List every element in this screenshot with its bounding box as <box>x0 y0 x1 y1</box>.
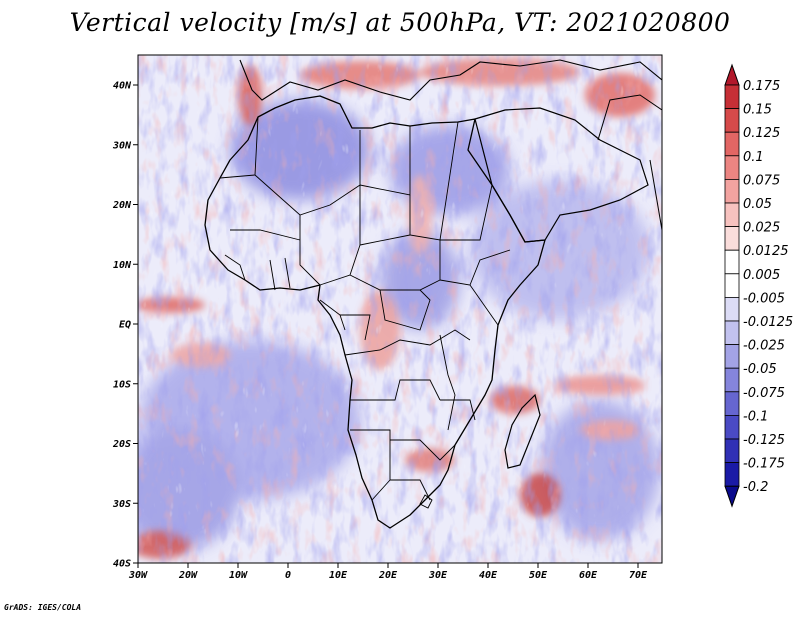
colorbar-label: -0.0125 <box>743 315 793 330</box>
colorbar-bin <box>724 296 740 322</box>
colorbar-label: -0.125 <box>743 433 785 448</box>
colorbar-label: -0.175 <box>743 457 785 472</box>
colorbar-label: -0.1 <box>743 409 768 424</box>
colorbar-label: 0.1 <box>743 150 764 165</box>
colorbar-label: -0.05 <box>743 362 777 377</box>
lat-label: EQ <box>119 320 131 331</box>
colorbar-bin <box>724 462 740 487</box>
grads-credit: GrADS: IGES/COLA <box>4 603 82 612</box>
map-frame <box>137 54 663 564</box>
lon-label: 50E <box>529 570 548 581</box>
lon-label: 20E <box>378 570 398 581</box>
lat-label: 30S <box>112 499 131 510</box>
lon-label: 30W <box>128 570 148 581</box>
colorbar-bin <box>724 414 740 440</box>
colorbar-label: 0.075 <box>743 173 780 188</box>
colorbar: 0.175 0.15 0.125 0.1 0.075 0.05 0.025 0.0125 0.0… <box>724 63 793 508</box>
madagascar-outline <box>504 393 541 469</box>
lat-label: 30N <box>112 140 132 151</box>
lat-label: 10S <box>113 379 131 390</box>
colorbar-bin <box>724 320 740 346</box>
velocity-field <box>138 55 662 563</box>
arabia-outline <box>474 107 649 243</box>
colorbar-bin <box>724 344 740 369</box>
europe-coastline <box>239 59 662 101</box>
colorbar-label: 0.0125 <box>743 244 789 259</box>
colorbar-bin <box>724 84 740 110</box>
lon-label: 70E <box>629 570 648 581</box>
colorbar-bin <box>724 108 740 133</box>
colorbar-label: -0.2 <box>743 480 768 495</box>
colorbar-bin <box>724 438 740 464</box>
lon-label: 10E <box>329 570 348 581</box>
colorbar-top-arrow <box>724 63 740 86</box>
colorbar-bin <box>724 249 740 275</box>
colorbar-label: 0.025 <box>743 221 780 236</box>
colorbar-bin <box>724 226 740 251</box>
colorbar-label: -0.075 <box>743 386 785 401</box>
colorbar-label: -0.005 <box>743 291 785 306</box>
colorbar-bin <box>724 391 740 416</box>
lat-label: 40S <box>113 559 131 570</box>
lat-label: 10N <box>113 260 132 271</box>
country-borders <box>219 116 511 509</box>
lon-label: 10W <box>229 570 248 581</box>
colorbar-bin <box>724 273 740 298</box>
colorbar-label: 0.125 <box>743 126 780 141</box>
colorbar-bin <box>724 131 740 157</box>
colorbar-label: 0.175 <box>743 79 780 94</box>
lon-label: 40E <box>479 570 498 581</box>
lon-label: 60E <box>579 570 598 581</box>
latitude-axis: 40N 30N 20N 10N EQ 10S 20S 30S 40S <box>112 81 138 570</box>
lon-label: 0 <box>285 570 291 581</box>
colorbar-bin <box>724 367 740 393</box>
colorbar-bin <box>724 155 740 180</box>
lat-label: 20S <box>112 439 131 450</box>
lon-label: 30E <box>428 570 448 581</box>
colorbar-bin <box>724 202 740 228</box>
colorbar-label: -0.025 <box>743 339 785 354</box>
map-title: Vertical velocity [m/s] at 500hPa, VT: 2… <box>69 8 731 37</box>
lat-label: 40N <box>113 81 132 92</box>
colorbar-label: 0.005 <box>743 268 780 283</box>
colorbar-label: 0.15 <box>743 103 772 118</box>
longitude-axis: 30W 20W 10W 0 10E 20E 30E 40E 50E 60E 70E <box>128 563 648 581</box>
lon-label: 20W <box>178 570 198 581</box>
lat-label: 20N <box>112 200 132 211</box>
colorbar-label: 0.05 <box>743 197 772 212</box>
africa-coastline <box>204 95 546 529</box>
colorbar-bottom-arrow <box>724 485 740 508</box>
colorbar-bin <box>724 178 740 204</box>
